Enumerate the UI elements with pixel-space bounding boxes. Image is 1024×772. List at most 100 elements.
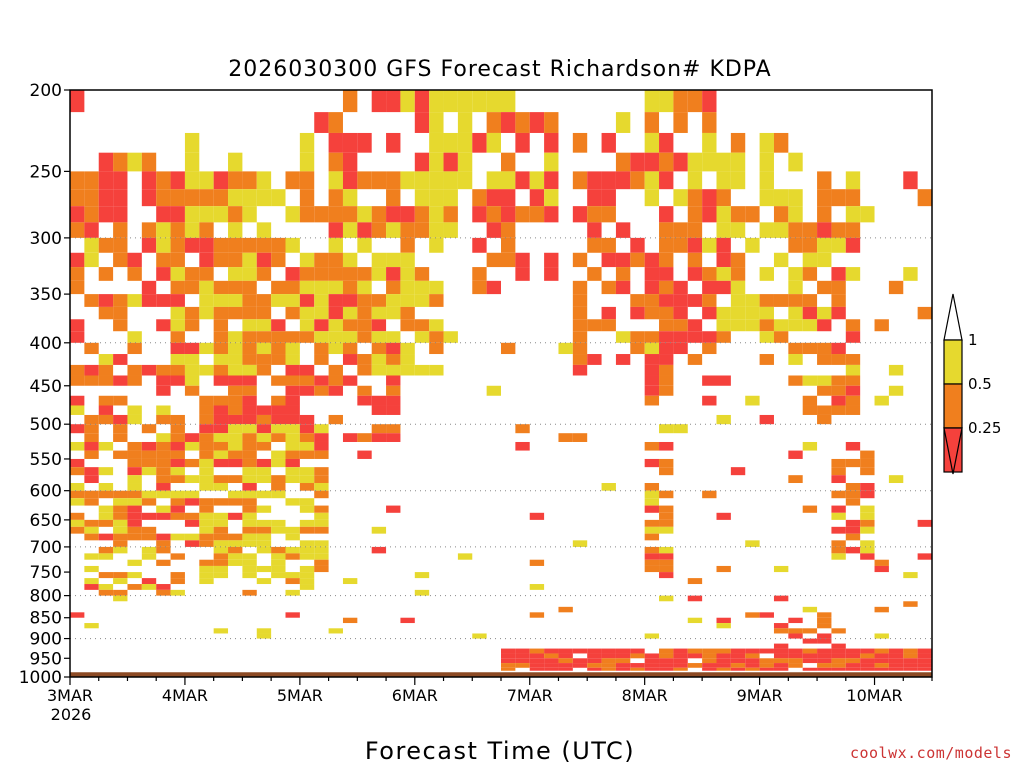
heatmap-cell bbox=[601, 252, 616, 268]
heatmap-cell bbox=[457, 152, 473, 172]
heatmap-cell bbox=[342, 280, 358, 295]
heatmap-cell bbox=[271, 354, 286, 365]
heatmap-cell bbox=[587, 206, 602, 223]
heatmap-cell bbox=[127, 483, 142, 491]
heatmap-cell bbox=[644, 112, 660, 133]
heatmap-cell bbox=[342, 306, 358, 320]
y-tick-label-650: 650 bbox=[30, 511, 62, 531]
heatmap-cell bbox=[730, 653, 746, 659]
heatmap-cell bbox=[386, 306, 401, 320]
heatmap-cell bbox=[184, 354, 200, 365]
heatmap-cell bbox=[84, 424, 99, 434]
heatmap-cell bbox=[342, 171, 358, 190]
heatmap-cell bbox=[328, 331, 343, 343]
heatmap-cell bbox=[170, 222, 185, 238]
heatmap-cell bbox=[228, 433, 243, 442]
heatmap-cell bbox=[285, 294, 300, 307]
heatmap-cell bbox=[730, 222, 746, 238]
heatmap-cell bbox=[730, 171, 746, 190]
heatmap-cell bbox=[299, 267, 315, 281]
heatmap-cell bbox=[802, 294, 818, 307]
heatmap-cell bbox=[98, 584, 114, 590]
heatmap-cell bbox=[98, 505, 114, 513]
heatmap-cell bbox=[874, 606, 889, 613]
heatmap-cell bbox=[673, 342, 688, 355]
heatmap-cell bbox=[228, 475, 243, 484]
heatmap-cell bbox=[170, 505, 185, 513]
heatmap-cell bbox=[199, 424, 214, 434]
heatmap-cell bbox=[673, 189, 688, 207]
heatmap-cell bbox=[285, 375, 300, 386]
heatmap-cell bbox=[759, 648, 774, 654]
heatmap-cell bbox=[84, 206, 99, 223]
heatmap-cell bbox=[127, 331, 142, 343]
heatmap-cell bbox=[414, 171, 430, 190]
y-tick-label-850: 850 bbox=[30, 609, 62, 629]
heatmap-cell bbox=[659, 553, 674, 560]
heatmap-cell bbox=[644, 559, 660, 566]
heatmap-cell bbox=[113, 505, 128, 513]
heatmap-cell bbox=[184, 364, 200, 376]
heatmap-cell bbox=[630, 663, 645, 668]
heatmap-cell bbox=[328, 628, 343, 634]
heatmap-cell bbox=[127, 584, 142, 590]
heatmap-cell bbox=[213, 252, 229, 268]
heatmap-cell bbox=[156, 364, 171, 376]
heatmap-cell bbox=[659, 237, 674, 253]
heatmap-cell bbox=[702, 90, 717, 113]
heatmap-cell bbox=[113, 206, 128, 223]
heatmap-cell bbox=[314, 280, 329, 295]
heatmap-cell bbox=[98, 171, 114, 190]
heatmap-cell bbox=[271, 414, 286, 425]
heatmap-cell bbox=[544, 663, 559, 668]
heatmap-cell bbox=[788, 152, 803, 172]
x-tick-label-2: 5MAR bbox=[277, 686, 323, 705]
heatmap-cell bbox=[199, 540, 214, 547]
heatmap-cell bbox=[242, 280, 257, 295]
heatmap-cell bbox=[271, 424, 286, 434]
heatmap-cell bbox=[831, 658, 846, 664]
heatmap-cell bbox=[759, 612, 774, 618]
heatmap-cell bbox=[84, 342, 99, 355]
heatmap-cell bbox=[113, 319, 128, 332]
heatmap-cell bbox=[788, 375, 803, 386]
heatmap-cell bbox=[271, 294, 286, 307]
heatmap-cell bbox=[716, 189, 731, 207]
heatmap-cell bbox=[314, 294, 329, 307]
heatmap-cell bbox=[127, 512, 142, 520]
heatmap-cell bbox=[773, 319, 789, 332]
heatmap-cell bbox=[845, 648, 861, 654]
heatmap-cell bbox=[572, 206, 588, 223]
heatmap-cell bbox=[673, 222, 688, 238]
heatmap-cell bbox=[572, 306, 588, 320]
heatmap-cell bbox=[572, 354, 588, 365]
heatmap-cell bbox=[831, 354, 846, 365]
heatmap-cell bbox=[601, 667, 616, 673]
heatmap-cell bbox=[242, 490, 257, 499]
heatmap-cell bbox=[184, 490, 200, 499]
heatmap-cell bbox=[271, 458, 286, 468]
heatmap-cell bbox=[156, 171, 171, 190]
heatmap-cell bbox=[429, 132, 444, 153]
heatmap-cell bbox=[659, 595, 674, 602]
heatmap-cell bbox=[673, 306, 688, 320]
heatmap-cell bbox=[759, 667, 774, 673]
heatmap-cell bbox=[644, 458, 660, 468]
heatmap-cell bbox=[501, 658, 516, 664]
heatmap-cell bbox=[903, 601, 918, 607]
heatmap-cell bbox=[314, 467, 329, 476]
heatmap-cell bbox=[501, 252, 516, 268]
heatmap-cell bbox=[659, 267, 674, 281]
heatmap-cell bbox=[788, 189, 803, 207]
heatmap-cell bbox=[184, 433, 200, 442]
heatmap-cell bbox=[659, 658, 674, 664]
heatmap-cell bbox=[98, 395, 114, 406]
heatmap-cell bbox=[572, 663, 588, 668]
heatmap-cell bbox=[228, 206, 243, 223]
heatmap-cell bbox=[702, 331, 717, 343]
heatmap-cell bbox=[659, 663, 674, 668]
heatmap-cell bbox=[256, 342, 272, 355]
heatmap-cell bbox=[213, 280, 229, 295]
heatmap-cell bbox=[702, 342, 717, 355]
heatmap-cell bbox=[443, 171, 458, 190]
